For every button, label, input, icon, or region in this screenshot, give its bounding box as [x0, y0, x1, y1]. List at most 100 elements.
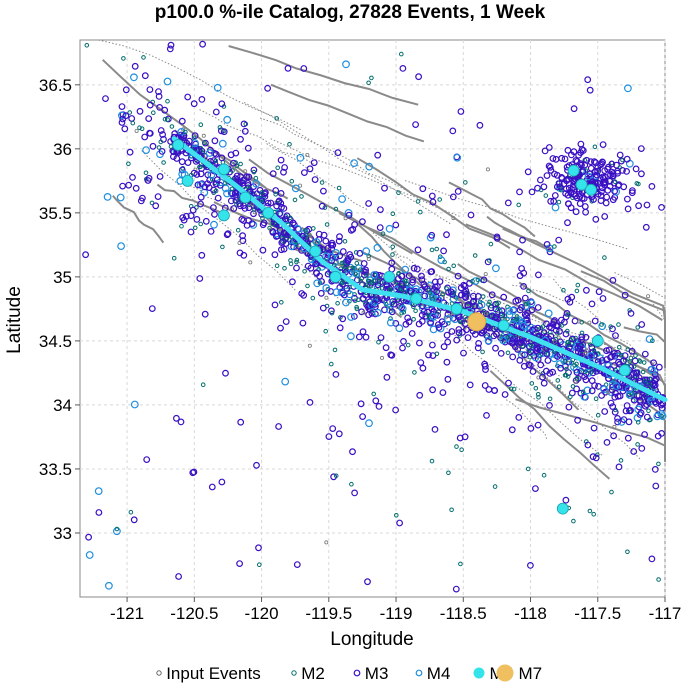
m3-event-marker — [244, 179, 252, 187]
m2-event-marker — [570, 384, 576, 389]
m3-event-marker — [332, 371, 340, 378]
m3-event-marker — [156, 173, 164, 180]
fault-line — [98, 39, 303, 131]
m5-event-marker — [329, 270, 342, 283]
m2-event-marker — [161, 160, 166, 165]
m3-event-marker — [592, 159, 599, 167]
fault-line — [243, 102, 451, 225]
m3-event-marker — [425, 351, 432, 359]
m2-event-marker — [656, 577, 661, 582]
m3-event-marker — [516, 356, 524, 364]
m4-event-marker — [117, 242, 125, 251]
m2-event-marker — [496, 306, 501, 312]
m3-event-marker — [488, 291, 496, 299]
m2-event-marker — [323, 328, 329, 334]
m3-event-marker — [637, 409, 645, 417]
m2-event-marker — [608, 324, 614, 330]
m3-event-marker — [95, 509, 103, 516]
input-event-marker — [237, 240, 242, 245]
m3-event-marker — [467, 211, 475, 219]
m2-event-marker — [156, 145, 162, 150]
m2-event-marker — [540, 324, 546, 329]
m3-event-marker — [335, 430, 343, 438]
m3-event-marker — [359, 218, 366, 226]
m3-event-marker — [464, 334, 472, 342]
m2-event-marker — [477, 299, 483, 305]
m3-event-marker — [558, 154, 566, 162]
m2-event-marker — [342, 239, 348, 244]
m3-event-marker — [616, 151, 624, 159]
m3-event-marker — [201, 310, 209, 318]
m3-event-marker — [591, 168, 599, 176]
m3-event-marker — [218, 478, 226, 486]
m4-event-marker — [437, 256, 446, 265]
m2-event-marker — [427, 290, 433, 296]
m3-event-marker — [483, 332, 491, 340]
m4-event-marker — [130, 400, 139, 409]
m3-event-marker — [255, 544, 262, 552]
m3-event-marker — [293, 561, 301, 568]
m3-event-marker — [223, 231, 231, 239]
m4-event-marker — [444, 315, 452, 323]
m3-event-marker — [187, 228, 195, 236]
m2-event-marker — [358, 267, 363, 273]
m2-event-marker — [616, 322, 621, 327]
m3-event-marker — [481, 382, 489, 389]
m3-event-marker — [440, 247, 448, 255]
m2-event-marker — [217, 125, 223, 130]
m4-event-marker — [624, 84, 632, 93]
m2-event-marker — [487, 299, 492, 305]
m3-event-marker — [190, 100, 198, 108]
m3-event-marker — [630, 448, 638, 455]
m2-event-marker — [635, 325, 641, 330]
m3-event-marker — [551, 170, 558, 178]
m3-event-marker — [600, 175, 608, 182]
m3-event-marker — [588, 300, 596, 308]
m4-event-marker — [555, 360, 564, 368]
m3-event-marker — [460, 349, 467, 357]
x-tick-label: -120 — [245, 604, 279, 623]
m4-event-marker — [484, 336, 493, 345]
m4-event-marker — [551, 203, 560, 212]
m3-event-marker — [132, 184, 140, 192]
m3-event-marker — [630, 370, 637, 377]
m2-event-marker — [220, 244, 225, 250]
fault-line — [156, 183, 229, 217]
m3-event-marker — [601, 167, 609, 175]
m3-event-marker — [271, 301, 279, 309]
m4-event-marker — [322, 284, 331, 292]
chart-title: p100.0 %-ile Catalog, 27828 Events, 1 We… — [155, 2, 546, 23]
m3-event-marker — [652, 400, 660, 407]
m3-event-marker — [399, 64, 407, 72]
m4-event-marker — [505, 307, 514, 315]
m3-event-marker — [260, 219, 268, 227]
m2-event-marker — [463, 314, 468, 320]
m2-event-marker — [402, 289, 408, 295]
m3-event-marker — [121, 125, 129, 133]
m2-event-marker — [647, 382, 652, 388]
m3-event-marker — [236, 560, 244, 567]
m3-event-marker — [543, 172, 551, 180]
m3-event-marker — [642, 402, 649, 410]
m3-event-marker — [576, 345, 584, 353]
m3-event-marker — [160, 135, 167, 143]
fault-line — [457, 263, 563, 328]
m3-event-marker — [310, 159, 318, 167]
m3-event-marker — [628, 189, 636, 197]
input-event-marker — [193, 167, 198, 172]
input-event-marker — [305, 152, 310, 157]
input-event-marker — [324, 540, 329, 545]
m3-event-marker — [236, 178, 244, 186]
m2-event-marker — [273, 192, 279, 197]
m5-event-marker — [497, 319, 510, 332]
input-event-marker — [552, 339, 557, 344]
m3-event-marker — [615, 463, 623, 471]
legend-marker — [415, 669, 423, 677]
m3-event-marker — [320, 231, 328, 239]
input-event-marker — [483, 311, 488, 316]
m4-event-marker — [104, 581, 113, 590]
m3-event-marker — [443, 358, 451, 366]
m3-event-marker — [514, 346, 522, 353]
input-event-marker — [395, 304, 400, 309]
m2-event-marker — [84, 43, 90, 48]
